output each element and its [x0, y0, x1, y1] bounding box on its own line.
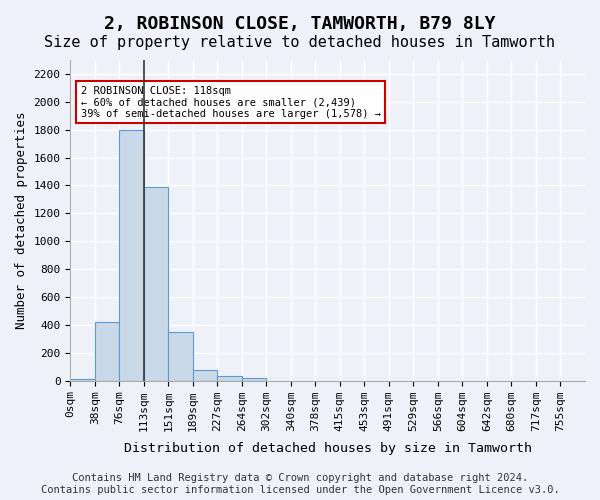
Text: 2, ROBINSON CLOSE, TAMWORTH, B79 8LY: 2, ROBINSON CLOSE, TAMWORTH, B79 8LY	[104, 15, 496, 33]
Bar	[217, 376, 242, 380]
Bar	[242, 378, 266, 380]
Text: 2 ROBINSON CLOSE: 118sqm
← 60% of detached houses are smaller (2,439)
39% of sem: 2 ROBINSON CLOSE: 118sqm ← 60% of detach…	[80, 86, 380, 119]
Bar	[70, 378, 95, 380]
Bar	[193, 370, 217, 380]
Bar	[95, 322, 119, 380]
Text: Contains HM Land Registry data © Crown copyright and database right 2024.
Contai: Contains HM Land Registry data © Crown c…	[41, 474, 559, 495]
Bar	[144, 187, 169, 380]
Y-axis label: Number of detached properties: Number of detached properties	[15, 112, 28, 329]
Bar	[119, 130, 144, 380]
Bar	[169, 332, 193, 380]
Text: Size of property relative to detached houses in Tamworth: Size of property relative to detached ho…	[44, 35, 556, 50]
X-axis label: Distribution of detached houses by size in Tamworth: Distribution of detached houses by size …	[124, 442, 532, 455]
